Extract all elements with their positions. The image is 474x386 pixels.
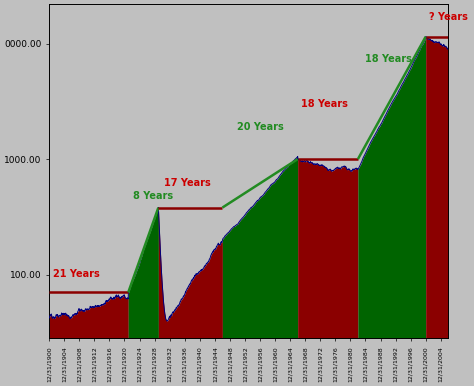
Text: 8 Years: 8 Years: [133, 191, 173, 201]
Text: 20 Years: 20 Years: [237, 122, 284, 132]
Text: 17 Years: 17 Years: [164, 178, 211, 188]
Text: 18 Years: 18 Years: [301, 100, 348, 110]
Text: 21 Years: 21 Years: [53, 269, 100, 279]
Text: ? Years: ? Years: [429, 12, 468, 22]
Text: 18 Years: 18 Years: [365, 54, 412, 64]
